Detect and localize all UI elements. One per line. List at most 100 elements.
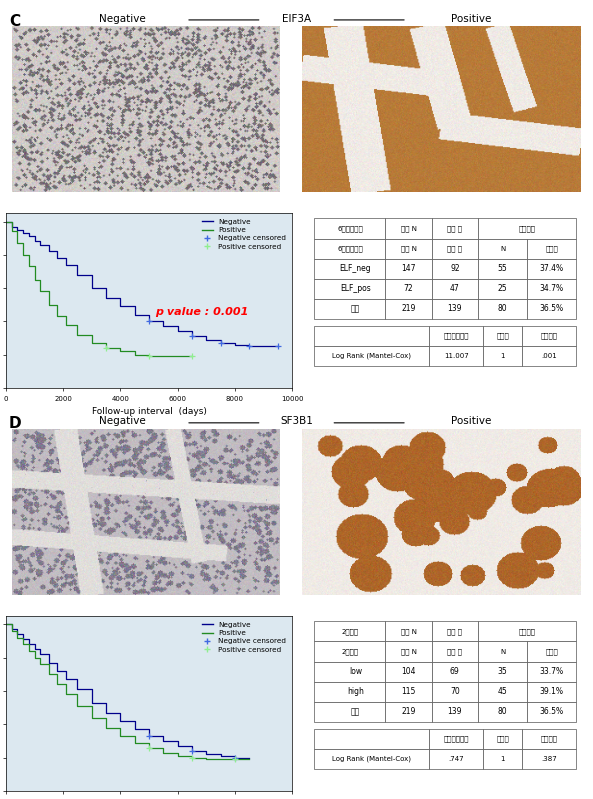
Bar — [314, 259, 385, 279]
Text: 36.5%: 36.5% — [540, 707, 564, 717]
Bar — [314, 749, 429, 769]
Text: 사건 수: 사건 수 — [447, 245, 463, 252]
Text: 147: 147 — [401, 264, 416, 273]
Bar — [385, 642, 432, 662]
Bar — [432, 662, 478, 682]
Bar — [527, 239, 576, 259]
Text: 70: 70 — [450, 687, 460, 696]
Text: Log Rank (Mantel-Cox): Log Rank (Mantel-Cox) — [332, 756, 411, 762]
Bar — [527, 259, 576, 279]
Text: 36.5%: 36.5% — [540, 304, 564, 313]
Text: 전체: 전체 — [350, 707, 360, 717]
Bar — [432, 702, 478, 722]
Text: 34.7%: 34.7% — [540, 284, 564, 293]
Bar — [522, 326, 576, 346]
Text: 115: 115 — [401, 687, 416, 696]
Bar — [429, 326, 483, 346]
Bar — [314, 239, 385, 259]
Bar — [478, 622, 576, 642]
Bar — [314, 346, 429, 366]
Bar — [314, 642, 385, 662]
Text: 45: 45 — [498, 687, 508, 696]
Bar — [432, 279, 478, 299]
Text: p value : 0.001: p value : 0.001 — [155, 307, 248, 316]
Text: 합계 N: 합계 N — [400, 628, 416, 634]
Text: C: C — [9, 14, 20, 29]
Text: 80: 80 — [498, 707, 508, 717]
Bar — [478, 299, 527, 319]
Bar — [429, 346, 483, 366]
Text: 37.4%: 37.4% — [540, 264, 564, 273]
Text: 1: 1 — [500, 353, 505, 360]
Bar — [385, 259, 432, 279]
Text: 6으로재설정: 6으로재설정 — [337, 245, 363, 252]
Bar — [478, 682, 527, 702]
Bar — [432, 622, 478, 642]
Bar — [527, 299, 576, 319]
Text: low: low — [349, 667, 362, 676]
Text: 6으로재설정: 6으로재설정 — [337, 225, 363, 232]
Text: 중도절단: 중도절단 — [519, 225, 535, 232]
Bar — [385, 218, 432, 239]
Bar — [432, 682, 478, 702]
Text: Negative: Negative — [99, 416, 145, 427]
Bar — [314, 702, 385, 722]
Bar — [432, 259, 478, 279]
Text: 합계 N: 합계 N — [400, 648, 416, 655]
Bar — [314, 326, 429, 346]
Text: 11.007: 11.007 — [444, 353, 468, 360]
Text: Negative: Negative — [99, 14, 145, 23]
Bar — [478, 218, 576, 239]
Text: N: N — [500, 649, 505, 654]
Bar — [314, 662, 385, 682]
Text: 사건 수: 사건 수 — [447, 628, 463, 634]
Text: 139: 139 — [448, 707, 462, 717]
Text: Positive: Positive — [451, 416, 491, 427]
Text: 92: 92 — [450, 264, 460, 273]
Bar — [314, 299, 385, 319]
Bar — [432, 642, 478, 662]
Text: EIF3A: EIF3A — [282, 14, 311, 23]
Bar — [527, 279, 576, 299]
Text: 전체: 전체 — [350, 304, 360, 313]
Bar — [385, 239, 432, 259]
Text: 219: 219 — [401, 707, 416, 717]
Bar — [483, 749, 522, 769]
Text: 카이제곱검정: 카이제곱검정 — [444, 333, 469, 340]
Text: 80: 80 — [498, 304, 508, 313]
Bar — [478, 662, 527, 682]
Text: N: N — [500, 245, 505, 252]
Text: 자유도: 자유도 — [496, 333, 509, 340]
Text: 39.1%: 39.1% — [540, 687, 563, 696]
Text: 47: 47 — [450, 284, 460, 293]
Bar — [478, 642, 527, 662]
Text: 합계 N: 합계 N — [400, 245, 416, 252]
Bar — [385, 299, 432, 319]
Text: 72: 72 — [404, 284, 413, 293]
Text: Log Rank (Mantel-Cox): Log Rank (Mantel-Cox) — [332, 353, 411, 360]
Text: 139: 139 — [448, 304, 462, 313]
Bar — [314, 622, 385, 642]
Bar — [385, 662, 432, 682]
Bar — [522, 729, 576, 749]
Text: ELF_pos: ELF_pos — [340, 284, 371, 293]
Bar — [385, 702, 432, 722]
Text: D: D — [9, 416, 21, 431]
Text: 카이제곱검정: 카이제곱검정 — [444, 736, 469, 742]
Legend: Negative, Positive, Negative censored, Positive censored: Negative, Positive, Negative censored, P… — [200, 620, 289, 654]
Bar — [432, 239, 478, 259]
Text: 35: 35 — [498, 667, 508, 676]
Text: 219: 219 — [401, 304, 416, 313]
Bar — [314, 682, 385, 702]
Text: 사건 수: 사건 수 — [447, 648, 463, 655]
Text: 55: 55 — [498, 264, 508, 273]
Text: 중도절단: 중도절단 — [519, 628, 535, 634]
Text: 퍼센트: 퍼센트 — [545, 648, 558, 655]
Bar — [314, 218, 385, 239]
Bar — [527, 682, 576, 702]
Bar — [483, 326, 522, 346]
Text: 2점이상: 2점이상 — [342, 648, 359, 655]
Text: 2점이상: 2점이상 — [342, 628, 359, 634]
Bar — [478, 279, 527, 299]
Bar — [522, 346, 576, 366]
